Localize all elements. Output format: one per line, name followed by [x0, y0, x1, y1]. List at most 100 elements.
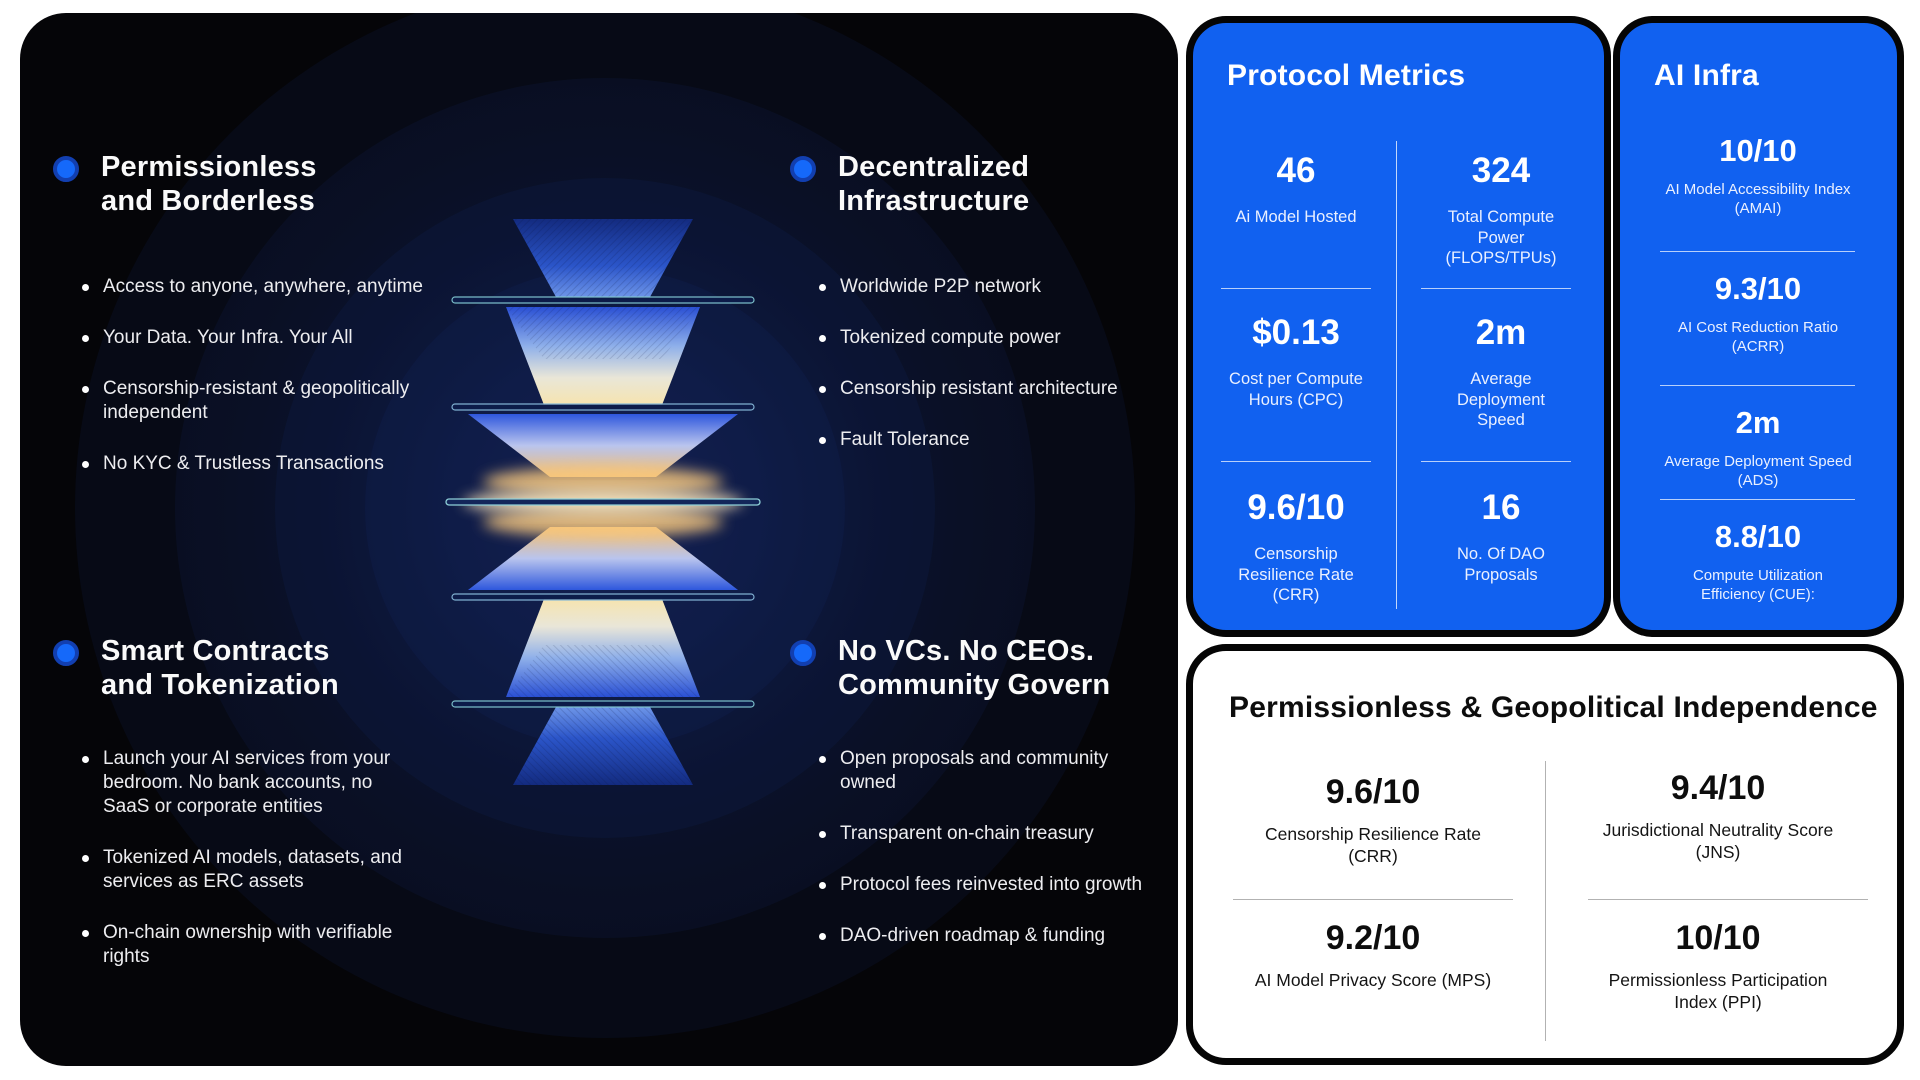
bullet-item: Censorship-resistant & geopolitically in…: [82, 377, 428, 425]
stat-acrr: 9.3/10 AI Cost Reduction Ratio (ACRR): [1658, 271, 1858, 357]
bullet-item: On-chain ownership with verifiable right…: [82, 921, 415, 969]
card-title: Permissionless & Geopolitical Independen…: [1229, 691, 1878, 724]
bullet-item: DAO-driven roadmap & funding: [819, 924, 1145, 948]
stat-value: 324: [1471, 151, 1531, 190]
stat-value: 9.6/10: [1247, 488, 1345, 527]
stat-value: 8.8/10: [1714, 519, 1802, 554]
stat-label: AI Model Privacy Score (MPS): [1254, 970, 1492, 990]
stat-value: 9.6/10: [1325, 773, 1421, 811]
stat-label: Cost per Compute Hours (CPC): [1229, 370, 1363, 409]
stat-cost-per-compute: $0.13 Cost per Compute Hours (CPC): [1221, 313, 1371, 410]
bullet-list-permissionless: Access to anyone, anywhere, anytime Your…: [82, 275, 428, 503]
section-permissionless-borderless: Permissionless and Borderless: [53, 151, 317, 218]
stat-value: 2m: [1475, 313, 1527, 352]
stat-label: Permissionless Participation Index (PPI): [1608, 970, 1828, 1012]
stat-label: Censorship Resilience Rate (CRR): [1265, 824, 1481, 866]
bullet-item: Open proposals and community owned: [819, 747, 1145, 795]
stat-mps: 9.2/10 AI Model Privacy Score (MPS): [1248, 919, 1498, 992]
ai-infra-card: AI Infra 10/10 AI Model Accessibility In…: [1613, 16, 1904, 637]
stat-censorship-resilience: 9.6/10 Censorship Resilience Rate (CRR): [1221, 488, 1371, 606]
bullet-item: Tokenized compute power: [819, 326, 1140, 350]
stat-label: Jurisdictional Neutrality Score (JNS): [1602, 820, 1834, 862]
stat-value: $0.13: [1252, 313, 1340, 352]
section-no-vcs: No VCs. No CEOs. Community Govern: [790, 635, 1110, 702]
bullet-list-smart-contracts: Launch your AI services from your bedroo…: [82, 747, 415, 996]
title-line: and Tokenization: [101, 668, 339, 701]
stat-avg-deployment-speed: 2m Average Deployment Speed: [1421, 313, 1581, 431]
stat-dao-proposals: 16 No. Of DAO Proposals: [1421, 488, 1581, 585]
protocol-metrics-card: Protocol Metrics 46 Ai Model Hosted 324 …: [1186, 16, 1611, 637]
divider: [1221, 288, 1371, 289]
section-decentralized-infrastructure: Decentralized Infrastructure: [790, 151, 1029, 218]
stat-value: 2m: [1735, 405, 1781, 440]
bullet-item: Fault Tolerance: [819, 428, 1140, 452]
divider: [1421, 288, 1571, 289]
blue-dot-icon: [53, 156, 79, 182]
divider: [1660, 251, 1855, 252]
card-title: Protocol Metrics: [1227, 59, 1466, 92]
stat-value: 9.2/10: [1325, 919, 1421, 957]
divider: [1221, 461, 1371, 462]
features-panel: Permissionless and Borderless Access to …: [20, 13, 1178, 1066]
stat-value: 46: [1276, 151, 1316, 190]
stat-label: Average Deployment Speed (ADS): [1664, 453, 1852, 489]
stat-cue: 8.8/10 Compute Utilization Efficiency (C…: [1658, 519, 1858, 605]
stat-value: 10/10: [1675, 919, 1761, 957]
stat-value: 9.3/10: [1714, 271, 1802, 306]
stat-label: Average Deployment Speed: [1456, 370, 1546, 430]
stat-label: Total Compute Power (FLOPS/TPUs): [1445, 208, 1557, 268]
divider: [1233, 899, 1513, 900]
stat-label: AI Model Accessibility Index (AMAI): [1665, 181, 1851, 217]
blue-dot-icon: [790, 156, 816, 182]
bullet-item: Tokenized AI models, datasets, and servi…: [82, 846, 415, 894]
title-line: and Borderless: [101, 184, 315, 217]
bullet-item: No KYC & Trustless Transactions: [82, 452, 428, 476]
title-line: Community Govern: [838, 668, 1111, 701]
bullet-item: Access to anyone, anywhere, anytime: [82, 275, 428, 299]
bullet-list-decentralized: Worldwide P2P network Tokenized compute …: [819, 275, 1140, 479]
title-line: Smart Contracts: [101, 635, 330, 667]
section-title: Smart Contracts and Tokenization: [101, 635, 339, 702]
divider: [1396, 141, 1397, 609]
divider: [1588, 899, 1868, 900]
section-title: Permissionless and Borderless: [101, 151, 317, 218]
bullet-item: Censorship resistant architecture: [819, 377, 1140, 401]
blue-dot-icon: [790, 640, 816, 666]
section-title: No VCs. No CEOs. Community Govern: [838, 635, 1110, 702]
independence-card: Permissionless & Geopolitical Independen…: [1186, 644, 1904, 1065]
stat-total-compute-power: 324 Total Compute Power (FLOPS/TPUs): [1421, 151, 1581, 269]
stat-value: 10/10: [1719, 133, 1797, 168]
divider: [1545, 761, 1546, 1041]
stat-value: 16: [1481, 488, 1521, 527]
title-line: No VCs. No CEOs.: [838, 635, 1095, 667]
divider: [1421, 461, 1571, 462]
bullet-item: Worldwide P2P network: [819, 275, 1140, 299]
stat-amai: 10/10 AI Model Accessibility Index (AMAI…: [1658, 133, 1858, 219]
stat-label: Compute Utilization Efficiency (CUE):: [1692, 567, 1824, 603]
stat-ai-model-hosted: 46 Ai Model Hosted: [1221, 151, 1371, 228]
bullet-item: Protocol fees reinvested into growth: [819, 873, 1145, 897]
title-line: Decentralized: [838, 151, 1030, 183]
bullet-item: Launch your AI services from your bedroo…: [82, 747, 415, 819]
blue-dot-icon: [53, 640, 79, 666]
divider: [1660, 499, 1855, 500]
bullet-list-no-vcs: Open proposals and community owned Trans…: [819, 747, 1145, 975]
title-line: Infrastructure: [838, 184, 1030, 217]
bullet-item: Your Data. Your Infra. Your All: [82, 326, 428, 350]
bullet-item: Transparent on-chain treasury: [819, 822, 1145, 846]
stat-label: Ai Model Hosted: [1235, 208, 1357, 226]
title-line: Permissionless: [101, 151, 317, 183]
divider: [1660, 385, 1855, 386]
section-smart-contracts: Smart Contracts and Tokenization: [53, 635, 339, 702]
stat-label: Censorship Resilience Rate (CRR): [1238, 545, 1354, 605]
stat-value: 9.4/10: [1670, 769, 1766, 807]
stat-jns: 9.4/10 Jurisdictional Neutrality Score (…: [1593, 769, 1843, 864]
card-title: AI Infra: [1654, 59, 1759, 92]
stat-ppi: 10/10 Permissionless Participation Index…: [1593, 919, 1843, 1014]
section-title: Decentralized Infrastructure: [838, 151, 1029, 218]
stat-ads: 2m Average Deployment Speed (ADS): [1658, 405, 1858, 491]
stacked-glass-artwork: [445, 219, 761, 785]
stat-crr: 9.6/10 Censorship Resilience Rate (CRR): [1248, 773, 1498, 868]
stat-label: AI Cost Reduction Ratio (ACRR): [1677, 319, 1839, 355]
